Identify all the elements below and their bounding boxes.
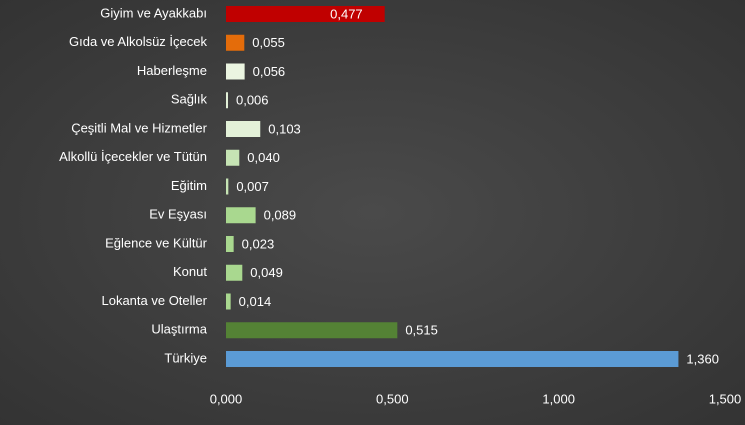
- value-label: 1,360: [686, 351, 719, 366]
- value-label: 0,103: [268, 121, 301, 136]
- x-tick-label: 1,500: [709, 391, 742, 406]
- value-label: 0,089: [264, 208, 297, 223]
- category-label: Çeşitli Mal ve Hizmetler: [71, 120, 207, 135]
- category-label: Lokanta ve Oteller: [101, 293, 207, 308]
- value-label: 0,056: [253, 64, 286, 79]
- bar: [226, 207, 256, 224]
- category-label: Alkollü İçecekler ve Tütün: [59, 149, 207, 164]
- x-tick-label: 1,000: [542, 391, 575, 406]
- x-tick-label: 0,500: [376, 391, 409, 406]
- category-label: Konut: [173, 264, 207, 279]
- value-label: 0,049: [250, 265, 283, 280]
- bar: [226, 293, 231, 310]
- category-label: Haberleşme: [137, 63, 207, 78]
- category-label: Gıda ve Alkolsüz İçecek: [69, 34, 208, 49]
- category-label: Sağlık: [171, 92, 208, 107]
- category-label: Türkiye: [164, 350, 207, 365]
- value-label: 0,055: [252, 35, 285, 50]
- value-label: 0,023: [242, 236, 275, 251]
- value-label: 0,477: [330, 6, 363, 21]
- category-label: Ulaştırma: [151, 322, 207, 337]
- category-label: Eğitim: [171, 178, 207, 193]
- bar: [226, 92, 228, 109]
- value-label: 0,014: [239, 294, 272, 309]
- bar: [226, 264, 243, 281]
- category-label: Giyim ve Ayakkabı: [100, 5, 207, 20]
- bar: [226, 63, 245, 80]
- bar: [226, 236, 234, 252]
- bar: [226, 34, 245, 51]
- value-label: 0,006: [236, 93, 269, 108]
- bar: [226, 351, 679, 367]
- bar: [226, 322, 398, 339]
- bar: [226, 121, 261, 137]
- category-label: Ev Eşyası: [149, 207, 207, 222]
- category-label: Eğlence ve Kültür: [105, 235, 208, 250]
- bar: [226, 178, 229, 195]
- value-label: 0,040: [247, 150, 280, 165]
- bar: [226, 6, 385, 22]
- bar: [226, 149, 240, 166]
- value-label: 0,007: [236, 179, 269, 194]
- x-tick-label: 0,000: [210, 391, 243, 406]
- value-label: 0,515: [405, 323, 438, 338]
